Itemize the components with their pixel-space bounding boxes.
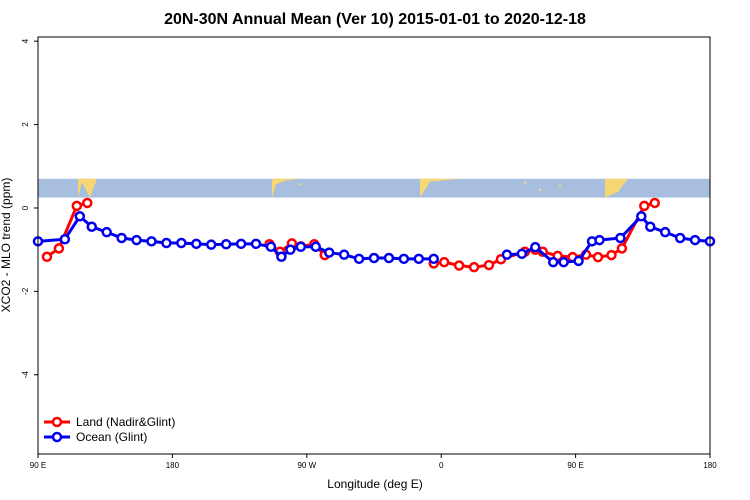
data-point	[398, 253, 410, 265]
y-tick-label: -2	[21, 287, 30, 295]
legend: Land (Nadir&Glint) Ocean (Glint)	[44, 415, 175, 444]
y-tick-label: -4	[21, 371, 30, 379]
data-point	[74, 211, 86, 222]
x-axis: 90 E 180 90 W 0 90 E 180	[30, 454, 717, 470]
data-point	[594, 234, 605, 246]
x-tick-label: 90 E	[30, 461, 46, 470]
legend-land-label: Land (Nadir&Glint)	[76, 415, 175, 429]
data-point	[353, 253, 365, 265]
x-tick-label: 0	[439, 461, 444, 470]
y-axis: -4 -2 0 2 4	[21, 38, 38, 378]
map-land-1	[272, 178, 300, 198]
legend-ocean-marker	[51, 431, 63, 443]
series-1	[32, 211, 716, 268]
map-island-1	[523, 181, 527, 184]
data-point	[573, 255, 584, 267]
plot-frame	[37, 36, 711, 455]
data-point	[674, 232, 686, 244]
y-axis-title: XCO2 - MLO trend (ppm)	[0, 178, 13, 313]
chart-title: 20N-30N Annual Mean (Ver 10) 2015-01-01 …	[164, 11, 586, 28]
data-point	[59, 233, 71, 245]
data-point	[606, 249, 617, 261]
x-axis-title: Longitude (deg E)	[327, 477, 422, 491]
map-land-0	[38, 178, 97, 198]
data-point	[558, 256, 569, 268]
world-map-band	[38, 178, 710, 198]
x-tick-label: 90 E	[567, 461, 583, 470]
data-point	[645, 221, 656, 232]
data-point	[659, 226, 671, 238]
series-line	[46, 201, 88, 258]
data-point	[86, 221, 98, 232]
data-point	[547, 256, 559, 268]
data-point	[338, 249, 350, 260]
data-point	[295, 241, 307, 253]
data-point	[285, 244, 296, 255]
data-point	[501, 249, 513, 260]
legend-ocean-label: Ocean (Glint)	[76, 430, 147, 444]
map-land-3	[590, 178, 628, 198]
data-point	[176, 237, 187, 249]
data-point	[516, 248, 528, 260]
data-point	[689, 234, 701, 246]
y-tick-label: 4	[21, 38, 30, 43]
data-point	[636, 211, 647, 222]
y-tick-label: 0	[21, 205, 30, 210]
data-point	[235, 238, 247, 250]
data-point	[616, 243, 628, 254]
data-point	[101, 226, 112, 238]
data-point	[438, 256, 450, 268]
data-point	[41, 251, 53, 263]
data-point	[323, 247, 335, 258]
data-point	[53, 243, 65, 254]
data-point	[592, 251, 604, 263]
data-point	[383, 252, 395, 264]
data-point	[428, 253, 439, 265]
x-tick-label: 180	[166, 461, 180, 470]
legend-land-marker	[51, 416, 63, 428]
data-point	[530, 241, 541, 253]
data-point	[639, 200, 650, 212]
data-point	[468, 261, 480, 273]
map-island-0	[298, 183, 302, 186]
data-point	[161, 237, 172, 249]
data-point	[413, 253, 425, 265]
map-ocean	[38, 178, 710, 198]
data-point	[615, 232, 626, 244]
x-tick-label: 90 W	[297, 461, 316, 470]
data-point	[116, 232, 127, 244]
data-point	[82, 197, 93, 209]
map-island-2	[538, 188, 542, 192]
data-point	[71, 200, 83, 212]
data-point	[649, 197, 660, 209]
data-point	[265, 241, 277, 253]
data-point	[453, 260, 465, 271]
series-line	[37, 214, 434, 261]
map-land-2	[420, 178, 545, 198]
data-point	[146, 236, 157, 247]
y-tick-label: 2	[21, 122, 30, 127]
series-layer	[32, 197, 716, 273]
data-point	[191, 238, 202, 250]
data-point	[276, 251, 287, 263]
data-point	[131, 234, 142, 246]
data-point	[205, 239, 217, 250]
data-point	[483, 259, 495, 271]
data-point	[310, 241, 322, 253]
x-tick-label: 180	[703, 461, 717, 470]
map-island-3	[558, 185, 562, 188]
data-point	[220, 238, 232, 250]
data-point	[368, 252, 380, 264]
data-point	[250, 238, 262, 250]
